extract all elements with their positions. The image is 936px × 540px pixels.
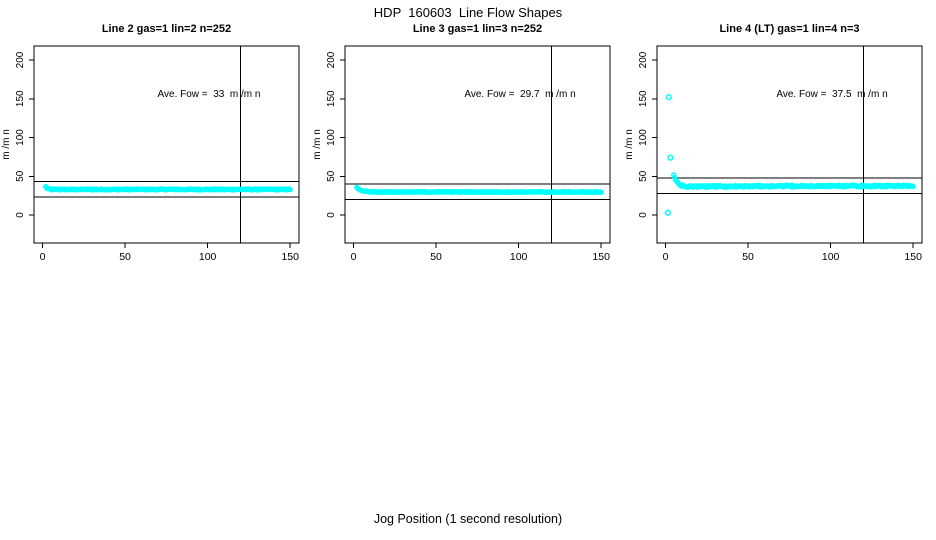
y-tick-label: 100 [638,129,649,146]
y-tick-label: 0 [15,212,26,218]
y-tick-label: 0 [326,212,337,218]
panel-title: Line 2 gas=1 lin=2 n=252 [102,23,231,35]
y-tick-label: 50 [638,170,649,182]
x-tick-label: 50 [430,251,442,263]
panel-3: Line 4 (LT) gas=1 lin=4 n=3 0 50 100 150 200 0… [624,23,923,263]
panel-title: Line 3 gas=1 lin=3 n=252 [413,23,542,35]
x-tick-label: 100 [510,251,528,263]
plot-box [344,45,611,244]
x-tick-label: 50 [742,251,754,263]
average-flow-annotation: Ave. Fow = 37.5 m /m n [776,89,887,100]
outlier-point [664,209,672,216]
x-tick-label: 0 [351,251,357,263]
average-flow-annotation: Ave. Fow = 33 m /m n [158,89,261,100]
y-tick-label: 200 [326,51,337,68]
x-tick-label: 100 [822,251,840,263]
y-tick-label: 50 [15,170,26,182]
x-tick-label: 0 [663,251,669,263]
data-point [910,183,916,190]
outlier-point [667,154,674,161]
plot-box [656,45,923,244]
y-tick-label: 150 [15,90,26,107]
x-tick-label: 150 [904,251,922,263]
panel-1: Line 2 gas=1 lin=2 n=252 0 50 100 150 200 0 50 1… [1,23,300,263]
y-tick-label: 200 [638,51,649,68]
x-tick-label: 100 [199,251,217,263]
x-tick-label: 0 [40,251,46,263]
y-tick-label: 150 [326,90,337,107]
panel-2: Line 3 gas=1 lin=3 n=252 0 50 100 150 200 0 50 1… [312,23,611,263]
plot-box [33,45,300,244]
y-axis-unit-label: m /m n [624,129,635,160]
y-axis-unit-label: m /m n [312,129,323,160]
y-tick-label: 200 [15,51,26,68]
data-point [287,186,293,193]
y-tick-label: 50 [326,170,337,182]
average-flow-annotation: Ave. Fow = 29.7 m /m n [464,89,575,100]
y-tick-label: 100 [15,129,26,146]
main-title: HDP 160603 Line Flow Shapes [373,5,563,20]
data-point [598,189,604,195]
y-tick-label: 100 [326,129,337,146]
y-tick-label: 0 [638,212,649,218]
outlier-point [665,94,672,101]
x-tick-label: 150 [281,251,299,263]
x-tick-label: 150 [592,251,610,263]
y-axis-unit-label: m /m n [1,129,12,160]
x-axis-label: Jog Position (1 second resolution) [373,512,563,526]
y-tick-label: 150 [638,90,649,107]
x-tick-label: 50 [119,251,131,263]
panel-title: Line 4 (LT) gas=1 lin=4 n=3 [719,23,859,35]
